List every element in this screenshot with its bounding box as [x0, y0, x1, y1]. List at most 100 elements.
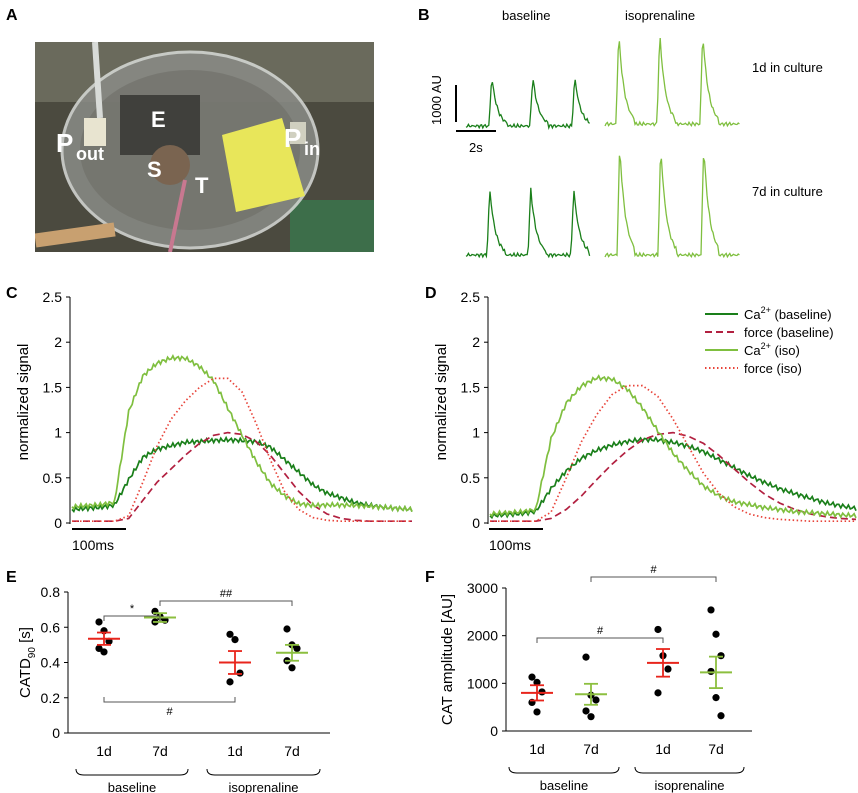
y-tick-label: 0.2 — [41, 690, 61, 706]
row-label-7d: 7d in culture — [752, 184, 823, 199]
significance-label: ## — [220, 588, 233, 600]
data-point — [95, 618, 103, 626]
data-point — [712, 630, 720, 638]
y-axis-label: CAT amplitude [AU] — [439, 594, 456, 725]
photo-label-p-in: P — [284, 123, 301, 153]
trace-baseline-1d — [465, 79, 591, 131]
x-tick-label: 1d — [655, 741, 671, 757]
y-tick-label: 2000 — [467, 628, 498, 644]
data-point — [226, 630, 234, 638]
y-tick-label: 1000 — [467, 675, 498, 691]
data-point — [654, 625, 662, 634]
chart-d: 0 0.5 1 1.5 2 2.5 normalized signal 100ms — [433, 289, 857, 553]
y-tick-label: 0 — [490, 723, 498, 739]
series-ca2-iso- — [489, 374, 857, 519]
y-tick-label: 0.4 — [41, 655, 61, 671]
significance-bracket — [103, 697, 236, 703]
scale-bar-au-label: 1000 AU — [429, 75, 444, 125]
series-force-baseline- — [490, 431, 857, 523]
photo-setup — [35, 42, 374, 252]
data-point — [717, 652, 725, 660]
significance-label: # — [650, 564, 657, 576]
x-tick-label: 7d — [708, 741, 724, 757]
x-tick-label: 1d — [529, 741, 545, 757]
data-point — [95, 644, 103, 653]
x-tick-label: 1d — [96, 743, 112, 759]
significance-label: * — [130, 603, 135, 615]
x-tick-label: 7d — [152, 743, 168, 759]
trace-iso-1d — [604, 38, 740, 128]
panel-label-b: B — [418, 7, 430, 24]
photo-label-t: T — [195, 173, 209, 198]
data-point — [293, 644, 301, 653]
series-ca2-baseline- — [71, 435, 413, 513]
row-label-1d: 1d in culture — [752, 60, 823, 75]
y-tick-label: 3000 — [467, 580, 498, 596]
data-point — [288, 664, 296, 672]
y-tick-label: 1.5 — [43, 379, 63, 395]
y-tick-label: 2 — [472, 334, 480, 350]
y-axis-label: normalized signal — [15, 344, 32, 461]
x-tick-label: 7d — [583, 741, 599, 757]
y-tick-label: 2.5 — [461, 289, 481, 305]
data-point — [654, 689, 662, 697]
series-force-baseline- — [72, 431, 412, 523]
data-point — [533, 678, 541, 686]
group-bracket — [206, 768, 321, 776]
data-point — [712, 694, 720, 702]
data-point — [528, 673, 536, 681]
significance-bracket — [536, 637, 664, 643]
y-tick-label: 0.6 — [41, 619, 61, 635]
x-tick-label: 7d — [284, 743, 300, 759]
y-tick-label: 0 — [54, 515, 62, 531]
legend-label: force (baseline) — [744, 325, 834, 340]
data-point — [226, 678, 234, 686]
photo-label-out-sub: out — [76, 144, 104, 164]
group-bracket — [75, 768, 189, 776]
col-label-isoprenaline: isoprenaline — [625, 8, 695, 23]
y-tick-label: 2 — [54, 334, 62, 350]
chart-e: 0 0.2 0.4 0.6 0.8 CATD90 [s] 1d 7d 1d 7d baseline i… — [17, 584, 330, 793]
series-ca2-iso- — [71, 353, 413, 513]
y-axis-label: normalized signal — [433, 344, 450, 461]
x-tick-label: 1d — [227, 743, 243, 759]
y-tick-label: 1 — [54, 425, 62, 441]
y-tick-label: 0.5 — [43, 470, 63, 486]
y-tick-label: 0.8 — [41, 584, 61, 600]
data-point — [231, 635, 239, 644]
photo-label-p-out: P — [56, 128, 73, 158]
scale-bar-label: 100ms — [72, 537, 114, 553]
significance-bracket — [159, 600, 293, 606]
data-point — [582, 653, 590, 661]
photo-label-s: S — [147, 157, 162, 182]
y-tick-label: 0 — [472, 515, 480, 531]
data-point — [707, 606, 715, 614]
y-axis-label: CATD90 [s] — [17, 627, 38, 698]
scale-bar-2s-label: 2s — [469, 140, 483, 155]
data-point — [283, 625, 291, 633]
significance-label: # — [166, 706, 173, 718]
panel-label-d: D — [425, 285, 437, 302]
significance-bracket — [103, 615, 161, 621]
y-tick-label: 0.5 — [461, 470, 481, 486]
significance-bracket — [590, 576, 717, 582]
data-point — [717, 712, 725, 720]
group-label: baseline — [108, 780, 156, 793]
group-bracket — [508, 766, 620, 774]
scale-bar-label: 100ms — [489, 537, 531, 553]
legend-d: Ca2+ (baseline) force (baseline)Ca2+ (iso… — [705, 305, 834, 376]
y-tick-label: 2.5 — [43, 289, 63, 305]
series-ca2-baseline- — [489, 435, 857, 520]
y-tick-label: 0 — [52, 725, 60, 741]
panel-label-e: E — [6, 569, 17, 586]
data-point — [587, 713, 595, 721]
calcium-traces — [465, 38, 740, 259]
y-tick-label: 1.5 — [461, 379, 481, 395]
photo-label-in-sub: in — [304, 139, 320, 159]
legend-label: Ca2+ (iso) — [744, 341, 800, 358]
col-label-baseline: baseline — [502, 8, 550, 23]
group-label: baseline — [540, 778, 588, 793]
legend-label: Ca2+ (baseline) — [744, 305, 832, 322]
data-point — [592, 696, 600, 704]
